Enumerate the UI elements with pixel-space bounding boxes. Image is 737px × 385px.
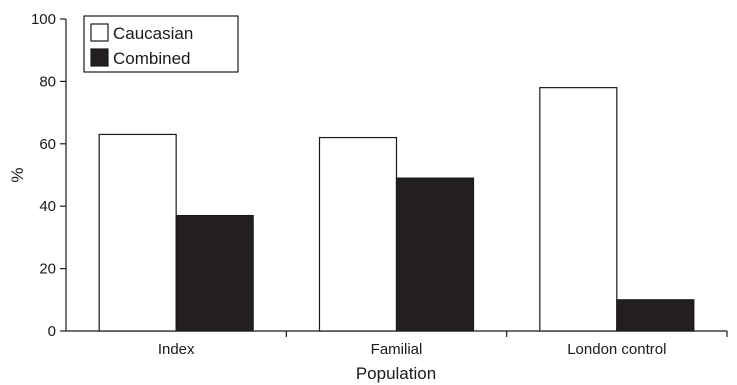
y-ticks: 0 20 40 60 80 100: [31, 11, 66, 340]
y-tick-label: 0: [48, 323, 56, 340]
bar-caucasian-london-control: [539, 87, 618, 332]
bar-caucasian-index: [98, 133, 177, 332]
legend-label-caucasian: Caucasian: [113, 24, 193, 43]
legend-label-combined: Combined: [113, 49, 191, 68]
y-axis-label: %: [8, 167, 27, 182]
y-tick-label: 40: [39, 198, 56, 215]
bar-combined-familial: [395, 177, 475, 332]
x-axis-label: Population: [356, 364, 436, 383]
x-tick-label-index: Index: [158, 341, 195, 358]
legend-frame: [83, 15, 239, 73]
legend: Caucasian Combined: [83, 15, 239, 73]
y-tick-label: 60: [39, 136, 56, 153]
legend-swatch-combined: [90, 48, 109, 67]
legend-item-combined: Combined: [90, 48, 191, 68]
bar-combined-london-control: [616, 299, 695, 332]
x-tick-label-familial: Familial: [371, 341, 423, 358]
y-tick-label: 80: [39, 73, 56, 90]
bar-combined-index: [175, 214, 254, 332]
y-tick-label: 100: [31, 11, 56, 28]
x-ticks: Index Familial London control: [158, 331, 728, 358]
legend-item-caucasian: Caucasian: [90, 23, 193, 43]
legend-swatch-caucasian: [90, 23, 109, 42]
bar-caucasian-familial: [318, 136, 398, 332]
bars: [98, 87, 695, 332]
y-tick-label: 20: [39, 261, 56, 278]
x-tick-label-london-control: London control: [567, 341, 666, 358]
